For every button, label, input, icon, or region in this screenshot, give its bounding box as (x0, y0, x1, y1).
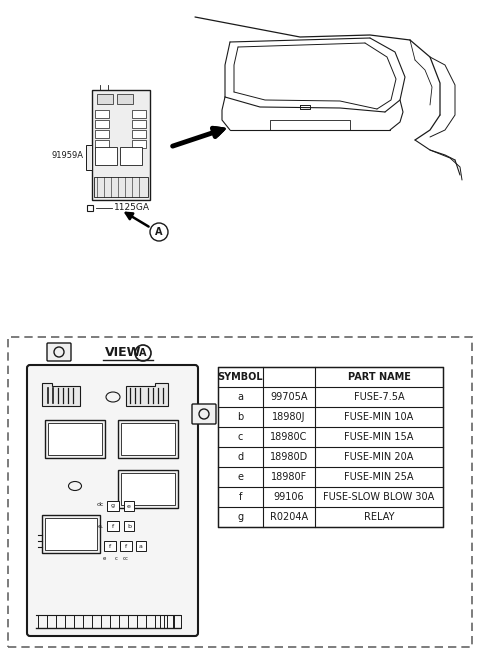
Text: 18980D: 18980D (270, 452, 308, 462)
Text: c: c (115, 555, 118, 561)
Text: 18980J: 18980J (272, 412, 306, 422)
Bar (45, 420, 105, 458)
Text: FUSE-SLOW BLOW 30A: FUSE-SLOW BLOW 30A (324, 492, 434, 502)
Text: a: a (238, 392, 243, 402)
Bar (95, 120, 109, 128)
Bar (95, 140, 109, 148)
Bar (86, 145, 92, 170)
Bar (92, 90, 150, 200)
Text: a: a (139, 544, 143, 548)
Text: 1125GA: 1125GA (114, 204, 150, 212)
Bar (132, 120, 146, 128)
Text: _: _ (98, 523, 101, 527)
Text: 18980C: 18980C (270, 432, 308, 442)
Bar (117, 94, 133, 104)
Text: 99106: 99106 (274, 492, 304, 502)
Text: b: b (238, 412, 244, 422)
Bar (95, 130, 109, 138)
Bar (136, 541, 146, 551)
Text: 18980F: 18980F (271, 472, 307, 482)
Bar (132, 110, 146, 118)
Bar (95, 110, 109, 118)
Polygon shape (42, 383, 80, 406)
Bar (95, 147, 117, 165)
Polygon shape (126, 383, 168, 406)
Ellipse shape (69, 481, 82, 491)
Text: e: e (127, 504, 131, 508)
Bar (42, 515, 100, 553)
Text: RELAY: RELAY (364, 512, 394, 522)
Text: FUSE-MIN 25A: FUSE-MIN 25A (344, 472, 414, 482)
Text: f: f (239, 492, 242, 502)
Text: e: e (98, 523, 102, 529)
FancyBboxPatch shape (47, 343, 71, 361)
Text: FUSE-MIN 20A: FUSE-MIN 20A (344, 452, 414, 462)
Bar (107, 521, 119, 531)
Text: VIEW: VIEW (105, 346, 142, 360)
FancyBboxPatch shape (192, 404, 216, 424)
FancyBboxPatch shape (27, 365, 198, 636)
Bar (120, 147, 142, 165)
Text: 91959A: 91959A (52, 151, 84, 160)
Text: FUSE-MIN 10A: FUSE-MIN 10A (344, 412, 414, 422)
Text: f: f (112, 523, 114, 529)
Text: g: g (238, 512, 243, 522)
Bar (45, 518, 97, 550)
Bar (132, 140, 146, 148)
Text: b: b (127, 523, 131, 529)
Ellipse shape (106, 392, 120, 402)
Text: PART NAME: PART NAME (348, 372, 410, 382)
Text: f: f (125, 544, 127, 548)
Bar (121, 423, 175, 455)
Text: f: f (109, 544, 111, 548)
Bar (48, 423, 102, 455)
Bar (121, 473, 175, 505)
Text: dc: dc (96, 502, 104, 508)
Bar (120, 541, 132, 551)
Text: A: A (155, 227, 163, 237)
Text: SYMBOL: SYMBOL (218, 372, 264, 382)
Bar (118, 470, 178, 508)
Bar (104, 541, 116, 551)
Text: FUSE-7.5A: FUSE-7.5A (354, 392, 404, 402)
Text: c: c (238, 432, 243, 442)
Text: e: e (102, 555, 106, 561)
Text: 99705A: 99705A (270, 392, 308, 402)
Text: R0204A: R0204A (270, 512, 308, 522)
Text: g: g (111, 504, 115, 508)
Text: FUSE-MIN 15A: FUSE-MIN 15A (344, 432, 414, 442)
Text: d: d (238, 452, 243, 462)
Bar (8, 337, 472, 647)
Text: cc: cc (123, 555, 129, 561)
Text: e: e (238, 472, 243, 482)
Bar (124, 521, 134, 531)
Bar (218, 367, 443, 527)
Text: A: A (139, 348, 147, 358)
Bar (132, 130, 146, 138)
Bar (118, 420, 178, 458)
Bar (97, 94, 113, 104)
Bar (107, 501, 119, 511)
Bar (124, 501, 134, 511)
Bar (94, 177, 148, 197)
